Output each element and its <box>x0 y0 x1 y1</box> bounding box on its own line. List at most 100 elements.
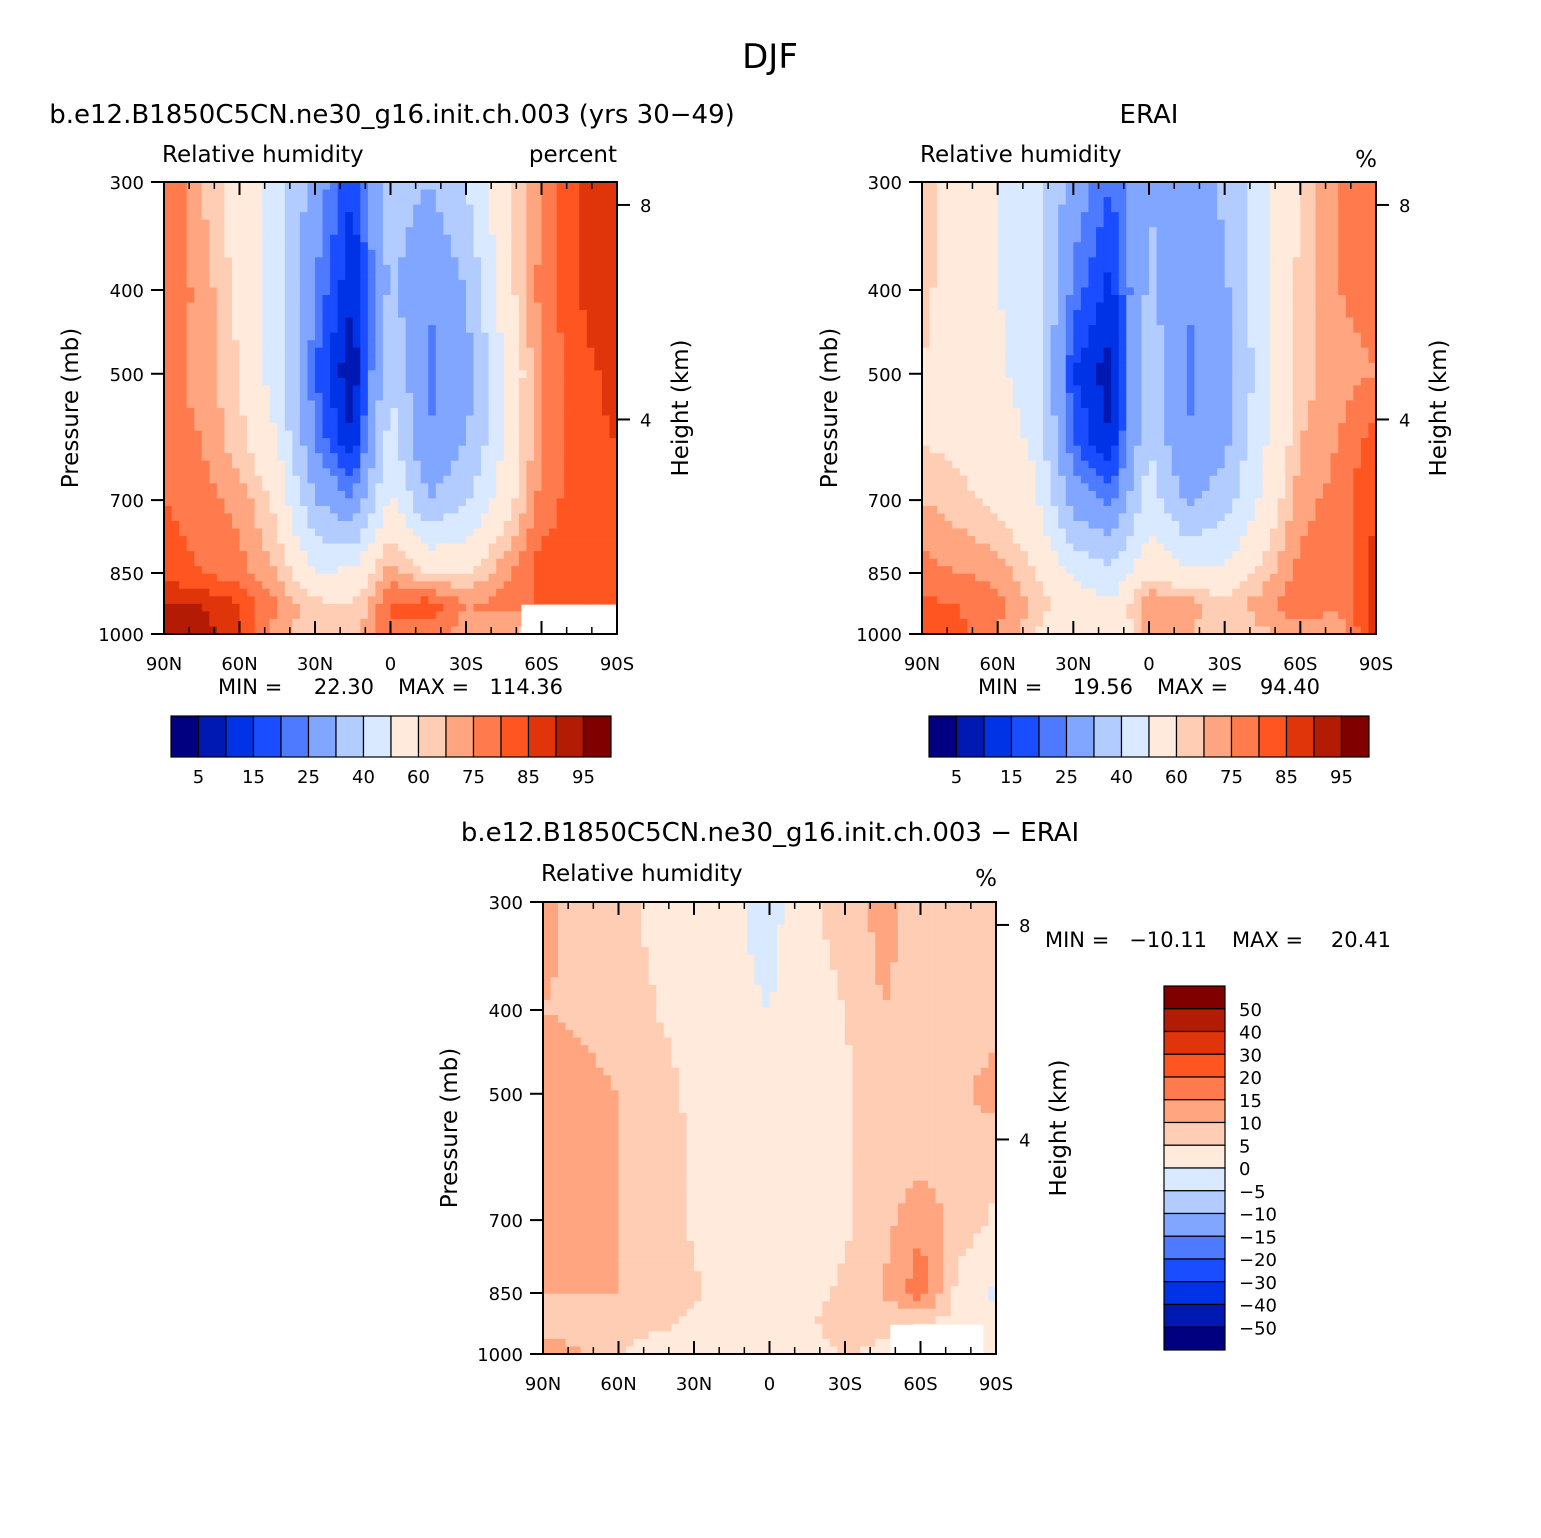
contour-cell <box>262 573 271 582</box>
contour-cell <box>511 453 520 462</box>
contour-cell <box>609 468 618 477</box>
contour-cell <box>1012 317 1021 326</box>
contour-cell <box>481 626 490 635</box>
contour-cell <box>1232 242 1241 251</box>
contour-cell <box>1307 197 1317 206</box>
contour-cell <box>526 257 535 266</box>
contour-cell <box>262 227 271 236</box>
x-tick-label: 60S <box>524 654 558 675</box>
contour-cell <box>216 392 225 402</box>
contour-cell <box>1149 279 1158 289</box>
contour-cell <box>1300 264 1309 273</box>
contour-cell <box>398 445 407 454</box>
contour-cell <box>609 257 618 266</box>
contour-cell <box>398 618 407 628</box>
contour-cell <box>337 445 346 454</box>
contour-cell <box>496 460 505 469</box>
x-tick-label: 90N <box>146 654 182 675</box>
contour-cell <box>450 212 460 221</box>
contour-cell <box>473 189 482 198</box>
contour-cell <box>435 438 444 447</box>
contour-cell <box>254 400 263 409</box>
contour-cell <box>450 430 460 439</box>
contour-cell <box>511 521 520 530</box>
contour-cell <box>382 543 392 552</box>
contour-cell <box>224 618 233 628</box>
contour-cell <box>473 377 482 386</box>
contour-cell <box>277 588 286 597</box>
contour-cell <box>292 453 301 462</box>
contour-cell <box>428 438 437 447</box>
contour-cell <box>375 460 384 469</box>
contour-cell <box>982 272 991 281</box>
contour-cell <box>549 513 558 522</box>
contour-cell <box>1118 295 1127 304</box>
contour-cell <box>1247 249 1256 258</box>
contour-cell <box>330 317 339 326</box>
contour-cell <box>443 257 452 266</box>
contour-cell <box>450 362 460 371</box>
contour-cell <box>367 498 376 507</box>
contour-cell <box>564 392 573 402</box>
contour-cell <box>579 521 588 530</box>
contour-cell <box>315 302 324 311</box>
contour-cell <box>541 249 550 258</box>
contour-cell <box>382 445 392 454</box>
contour-cell <box>224 438 233 447</box>
contour-cell <box>609 483 618 492</box>
contour-cell <box>518 385 527 394</box>
contour-cell <box>1247 219 1256 228</box>
contour-cell <box>564 227 573 236</box>
contour-cell <box>473 257 482 266</box>
contour-cell <box>1126 332 1135 341</box>
contour-cell <box>390 528 399 537</box>
contour-cell <box>398 490 407 499</box>
colorbar-swatch <box>335 715 365 758</box>
contour-cell <box>1171 197 1180 206</box>
contour-cell <box>586 430 595 439</box>
contour-cell <box>526 392 535 402</box>
contour-cell <box>262 521 271 530</box>
contour-cell <box>315 603 324 612</box>
contour-cell <box>594 536 603 545</box>
contour-cell <box>571 543 580 552</box>
contour-cell <box>420 490 429 499</box>
contour-cell <box>345 603 354 612</box>
contour-cell <box>307 204 316 213</box>
contour-cell <box>186 272 195 281</box>
contour-cell <box>247 445 256 454</box>
contour-cell <box>1323 197 1332 206</box>
contour-cell <box>609 279 618 289</box>
contour-cell <box>375 483 384 492</box>
contour-cell <box>511 264 520 273</box>
contour-cell <box>330 505 339 515</box>
contour-cell <box>292 558 301 567</box>
contour-cell <box>307 408 316 417</box>
contour-cell <box>473 234 482 243</box>
contour-cell <box>345 212 354 221</box>
contour-cell <box>277 347 286 356</box>
contour-cell <box>1201 287 1211 296</box>
contour-cell <box>352 392 361 402</box>
contour-cell <box>1224 310 1233 319</box>
contour-cell <box>247 468 256 477</box>
contour-cell <box>967 287 976 296</box>
contour-cell <box>952 182 961 191</box>
contour-cell <box>435 498 444 507</box>
contour-cell <box>1126 295 1135 304</box>
contour-cell <box>322 551 331 560</box>
contour-cell <box>345 204 354 213</box>
contour-cell <box>186 618 195 628</box>
contour-cell <box>1179 302 1188 311</box>
contour-cell <box>186 408 195 417</box>
contour-cell <box>1080 197 1090 206</box>
contour-cell <box>352 197 361 206</box>
contour-cell <box>209 543 218 552</box>
contour-cell <box>443 596 452 605</box>
contour-cell <box>428 551 437 560</box>
contour-cell <box>164 400 173 409</box>
contour-cell <box>488 543 497 552</box>
contour-cell <box>541 182 550 191</box>
contour-cell <box>586 475 595 484</box>
contour-cell <box>186 536 195 545</box>
